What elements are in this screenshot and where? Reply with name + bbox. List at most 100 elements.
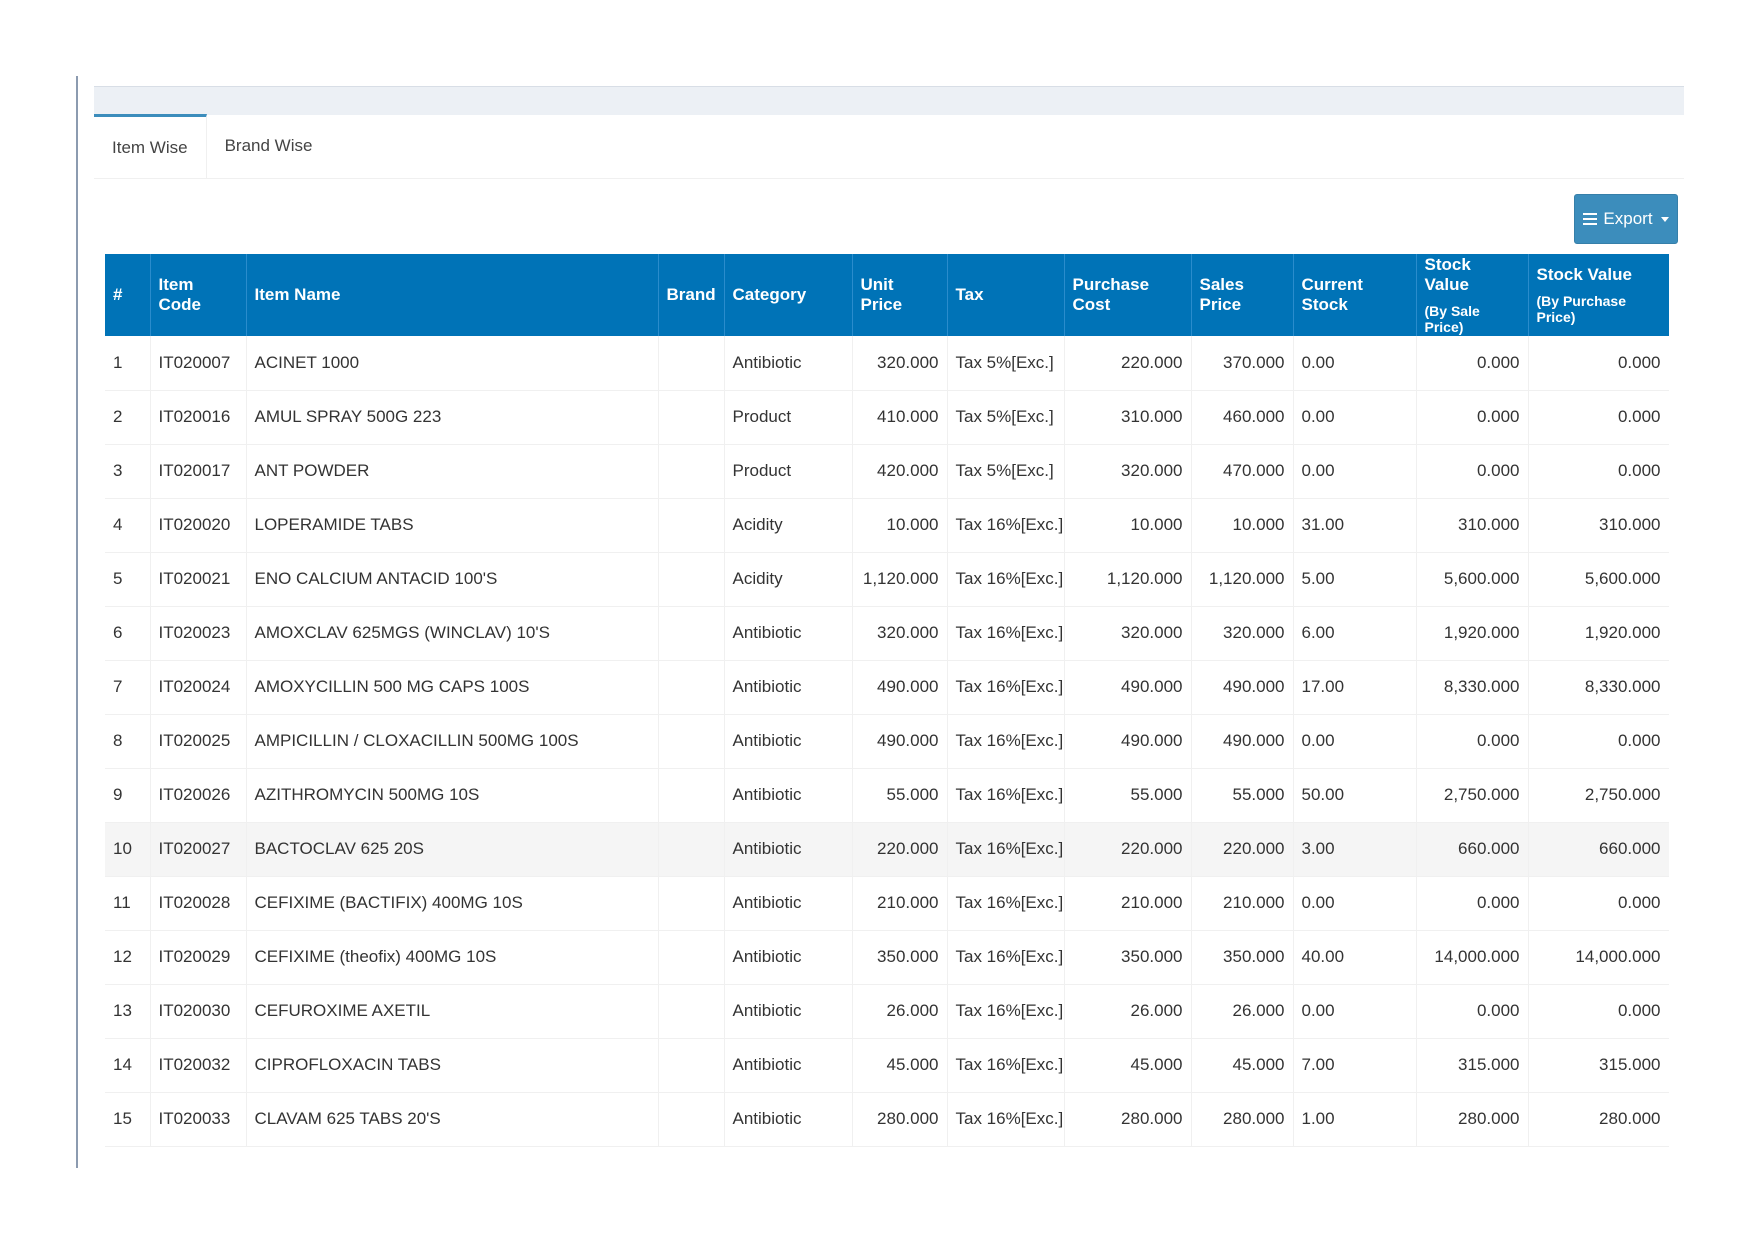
cell-tax: Tax 5%[Exc.]	[947, 444, 1065, 499]
cell-sales-price: 45.000	[1191, 1038, 1294, 1093]
cell-stock-value-sale: 310.000	[1416, 498, 1529, 553]
table-row: 15 IT020033 CLAVAM 625 TABS 20'S Antibiotic…	[105, 1092, 1669, 1147]
cell-tax: Tax 5%[Exc.]	[947, 390, 1065, 445]
cell-stock-value-sale: 5,600.000	[1416, 552, 1529, 607]
table-row: 12 IT020029 CEFIXIME (theofix) 400MG 10S An…	[105, 930, 1669, 985]
col-item-code[interactable]: Item Code	[150, 254, 247, 336]
col-current-stock[interactable]: Current Stock	[1293, 254, 1417, 336]
table-row: 13 IT020030 CEFUROXIME AXETIL Antibiotic 26.…	[105, 984, 1669, 1039]
cell-category: Antibiotic	[724, 1038, 853, 1093]
cell-stock-value-sale: 1,920.000	[1416, 606, 1529, 661]
cell-num: 14	[105, 1038, 151, 1093]
cell-item-name: AMPICILLIN / CLOXACILLIN 500MG 100S	[246, 714, 659, 769]
cell-purchase-cost: 210.000	[1064, 876, 1192, 931]
tabs-bar: Item Wise Brand Wise	[94, 114, 1684, 179]
cell-purchase-cost: 1,120.000	[1064, 552, 1192, 607]
col-num[interactable]: #	[105, 254, 151, 336]
cell-tax: Tax 16%[Exc.]	[947, 498, 1065, 553]
cell-category: Antibiotic	[724, 1092, 853, 1147]
cell-item-name: CLAVAM 625 TABS 20'S	[246, 1092, 659, 1147]
cell-item-code: IT020029	[150, 930, 247, 985]
tab-brand-wise[interactable]: Brand Wise	[224, 136, 313, 155]
col-sales-price[interactable]: Sales Price	[1191, 254, 1294, 336]
col-unit-price[interactable]: Unit Price	[852, 254, 948, 336]
cell-item-code: IT020028	[150, 876, 247, 931]
cell-purchase-cost: 490.000	[1064, 660, 1192, 715]
col-stock-value-purchase[interactable]: Stock Value (By Purchase Price)	[1528, 254, 1669, 336]
cell-sales-price: 55.000	[1191, 768, 1294, 823]
cell-current-stock: 0.00	[1293, 336, 1417, 391]
cell-sales-price: 490.000	[1191, 714, 1294, 769]
cell-stock-value-purchase: 5,600.000	[1528, 552, 1669, 607]
cell-unit-price: 350.000	[852, 930, 948, 985]
cell-unit-price: 280.000	[852, 1092, 948, 1147]
cell-num: 4	[105, 498, 151, 553]
col-category[interactable]: Category	[724, 254, 853, 336]
cell-num: 1	[105, 336, 151, 391]
items-table: # Item Code Item Name Brand Category Uni…	[105, 254, 1669, 1147]
cell-purchase-cost: 10.000	[1064, 498, 1192, 553]
cell-item-name: AZITHROMYCIN 500MG 10S	[246, 768, 659, 823]
cell-current-stock: 0.00	[1293, 714, 1417, 769]
col-stock-value-purchase-title: Stock Value	[1536, 265, 1632, 284]
export-button[interactable]: Export	[1574, 194, 1678, 244]
cell-tax: Tax 16%[Exc.]	[947, 1092, 1065, 1147]
cell-tax: Tax 16%[Exc.]	[947, 930, 1065, 985]
col-stock-value-sale[interactable]: Stock Value (By Sale Price)	[1416, 254, 1529, 336]
cell-category: Antibiotic	[724, 768, 853, 823]
cell-category: Antibiotic	[724, 336, 853, 391]
table-row: 11 IT020028 CEFIXIME (BACTIFIX) 400MG 10S A…	[105, 876, 1669, 931]
cell-category: Antibiotic	[724, 714, 853, 769]
cell-stock-value-purchase: 0.000	[1528, 336, 1669, 391]
cell-purchase-cost: 280.000	[1064, 1092, 1192, 1147]
cell-tax: Tax 16%[Exc.]	[947, 714, 1065, 769]
cell-stock-value-purchase: 14,000.000	[1528, 930, 1669, 985]
cell-item-name: CEFIXIME (BACTIFIX) 400MG 10S	[246, 876, 659, 931]
caret-down-icon	[1660, 216, 1669, 222]
cell-tax: Tax 16%[Exc.]	[947, 1038, 1065, 1093]
cell-unit-price: 320.000	[852, 336, 948, 391]
cell-unit-price: 26.000	[852, 984, 948, 1039]
cell-current-stock: 31.00	[1293, 498, 1417, 553]
cell-num: 8	[105, 714, 151, 769]
cell-item-code: IT020021	[150, 552, 247, 607]
table-row: 5 IT020021 ENO CALCIUM ANTACID 100'S Acidit…	[105, 552, 1669, 607]
cell-num: 11	[105, 876, 151, 931]
cell-brand	[658, 390, 725, 445]
cell-stock-value-sale: 2,750.000	[1416, 768, 1529, 823]
cell-sales-price: 470.000	[1191, 444, 1294, 499]
cell-category: Acidity	[724, 498, 853, 553]
tab-item-wise[interactable]: Item Wise	[94, 114, 207, 178]
cell-item-code: IT020032	[150, 1038, 247, 1093]
cell-brand	[658, 930, 725, 985]
cell-purchase-cost: 220.000	[1064, 822, 1192, 877]
table-row: 14 IT020032 CIPROFLOXACIN TABS Antibiotic 45…	[105, 1038, 1669, 1093]
col-item-name[interactable]: Item Name	[246, 254, 659, 336]
cell-brand	[658, 660, 725, 715]
cell-purchase-cost: 350.000	[1064, 930, 1192, 985]
cell-item-name: AMUL SPRAY 500G 223	[246, 390, 659, 445]
cell-num: 12	[105, 930, 151, 985]
cell-category: Acidity	[724, 552, 853, 607]
cell-sales-price: 320.000	[1191, 606, 1294, 661]
cell-sales-price: 460.000	[1191, 390, 1294, 445]
cell-unit-price: 320.000	[852, 606, 948, 661]
cell-tax: Tax 16%[Exc.]	[947, 822, 1065, 877]
cell-stock-value-sale: 8,330.000	[1416, 660, 1529, 715]
col-brand[interactable]: Brand	[658, 254, 725, 336]
cell-item-name: AMOXYCILLIN 500 MG CAPS 100S	[246, 660, 659, 715]
cell-item-name: CEFIXIME (theofix) 400MG 10S	[246, 930, 659, 985]
col-purchase-cost[interactable]: Purchase Cost	[1064, 254, 1192, 336]
cell-unit-price: 490.000	[852, 714, 948, 769]
cell-purchase-cost: 26.000	[1064, 984, 1192, 1039]
col-tax[interactable]: Tax	[947, 254, 1065, 336]
cell-tax: Tax 16%[Exc.]	[947, 552, 1065, 607]
cell-current-stock: 3.00	[1293, 822, 1417, 877]
left-border	[76, 76, 78, 1168]
cell-category: Antibiotic	[724, 984, 853, 1039]
cell-current-stock: 7.00	[1293, 1038, 1417, 1093]
table-row: 8 IT020025 AMPICILLIN / CLOXACILLIN 500MG …	[105, 714, 1669, 769]
cell-num: 6	[105, 606, 151, 661]
cell-current-stock: 1.00	[1293, 1092, 1417, 1147]
cell-item-name: ACINET 1000	[246, 336, 659, 391]
